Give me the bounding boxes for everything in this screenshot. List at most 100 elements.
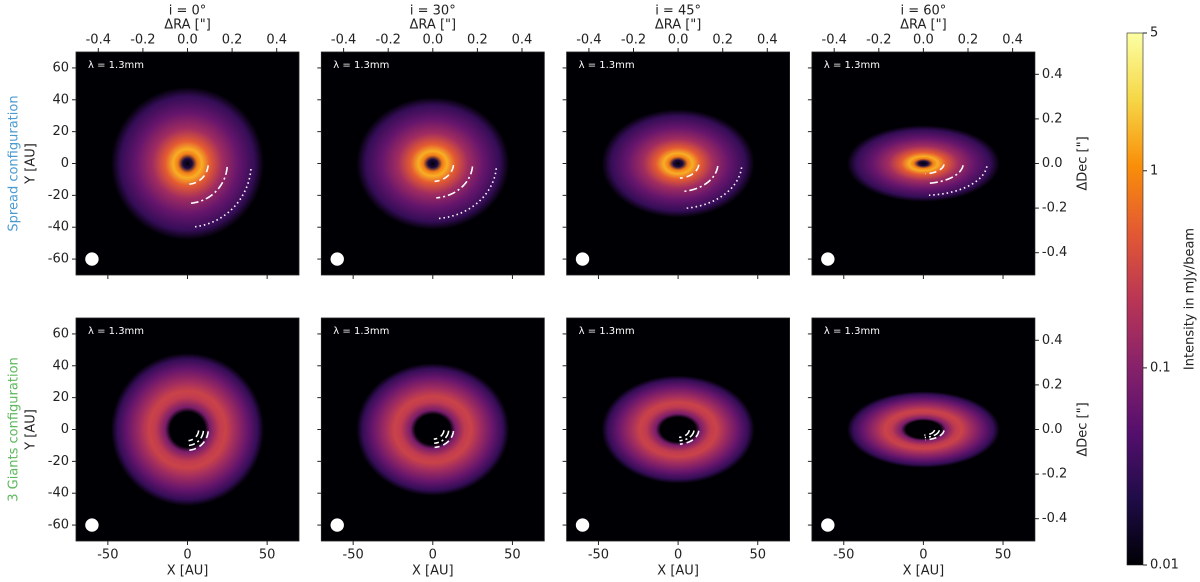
annotation: λ = 1.3mm [88,60,144,71]
x-tick-label: 50 [259,548,276,563]
x2-tick-label: -0.2 [621,33,646,48]
x2-tick-label: -0.4 [331,33,356,48]
colorbar-label: Intensity in mJy/beam [1183,228,1198,370]
panel: λ = 1.3mm -50 0 50 X [AU] [562,317,790,579]
disk [846,125,1000,202]
x2-tick-label: -0.4 [86,33,111,48]
planet-orbit [433,430,445,440]
x2-tick-label: 0.2 [712,33,733,48]
annotation: λ = 1.3mm [333,60,389,71]
annotation: λ = 1.3mm [579,326,635,337]
planet-orbit [681,165,719,193]
panel: λ = 1.3mm -0.4 -0.2 0.0 0.2 0.4 -0.4 -0.2 0.0 0.2… [807,4,1090,279]
x2-tick-label: 0.2 [958,33,979,48]
y-tick-label: -20 [48,188,69,203]
x2-tick-label: 0.4 [757,33,778,48]
x2-tick-label: 0.4 [1002,33,1023,48]
x-tick-label: -50 [833,548,854,563]
x-tick-label: -50 [588,548,609,563]
beam [85,518,99,532]
disk [111,87,264,240]
disk [601,109,755,218]
y-tick-label: 20 [52,124,69,139]
y-axis-label: Y [AU] [24,409,39,451]
annotation: λ = 1.3mm [579,60,635,71]
beam [85,252,99,266]
x-tick-label: -50 [343,548,364,563]
disk [356,97,510,230]
planet-orbit [679,430,695,442]
planet-orbit [434,430,450,445]
disk [111,353,264,506]
annotation: λ = 1.3mm [824,60,880,71]
planet-orbit [924,429,936,436]
disk [601,375,755,484]
panel-content [321,52,545,275]
planet-orbit [434,430,455,449]
panel: λ = 1.3mm -50 0 50 -0.4 -0.2 0.0 0.2 0.4 X [AU] ΔD… [807,317,1090,579]
panel: λ = 1.3mm -0.4 -0.2 0.0 0.2 0.4 i = 45°ΔRA ["] [562,4,790,279]
y2-tick-label: 0.4 [1042,67,1063,82]
planet-orbit [925,430,945,441]
x-tick-label: 0 [919,548,927,563]
x2-tick-label: 0.0 [668,33,689,48]
y2-tick-label: 0.0 [1042,156,1063,171]
panel-content [76,318,299,541]
annotation: λ = 1.3mm [88,326,144,337]
x2-tick-label: -0.4 [576,33,601,48]
x2-tick-label: -0.2 [376,33,401,48]
x-tick-label: 50 [995,548,1012,563]
planet-orbit [438,168,498,220]
panel: λ = 1.3mm -60 -40 -20 0 20 40 60 -0.4 -0.2 0.0 0.2 0… [7,4,300,279]
y2-tick-label: 0.0 [1042,422,1063,437]
y-tick-label: -60 [48,518,69,533]
x2-tick-label: 0.0 [422,33,443,48]
y2-tick-label: -0.4 [1042,245,1067,260]
x2-tick-label: 0.0 [177,33,198,48]
planet-orbit [679,164,700,179]
panel-content [321,318,545,541]
row-label: 3 Giants configuration [7,357,22,502]
panel-title: i = 0° [169,4,207,19]
x-axis-label: X [AU] [903,564,945,579]
panel-title: i = 30° [410,4,456,19]
planet-orbit [188,430,200,442]
x-tick-label: -50 [97,548,118,563]
y-tick-label: 20 [52,390,69,405]
x-tick-label: 0 [674,548,682,563]
x-axis-label: X [AU] [167,564,209,579]
panel: λ = 1.3mm -50 0 50 -60 -40 -20 0 20 40 60 X [AU] Y [… [7,317,300,579]
y2-tick-label: 0.2 [1042,111,1063,126]
y-tick-label: 60 [52,326,69,341]
y2-tick-label: 0.4 [1042,333,1063,348]
x2-tick-label: -0.2 [866,33,891,48]
panel: λ = 1.3mm -50 0 50 X [AU] [317,317,545,579]
colorbar-tick-label: 1 [1150,163,1158,178]
colorbar-tick-label: 0.01 [1150,558,1179,573]
y-tick-label: 40 [52,92,69,107]
x-axis-label: X [AU] [412,564,454,579]
beam [821,518,835,532]
planet-orbit [926,165,964,185]
panel-title: i = 45° [655,4,701,19]
y-tick-label: -40 [48,486,69,501]
colorbar-tick-label: 0.1 [1150,360,1171,375]
disk [356,363,510,496]
y-tick-label: 60 [52,60,69,75]
disk [846,391,1000,468]
x2-tick-label: 0.0 [913,33,934,48]
x2-axis-label: ΔRA ["] [900,18,947,33]
y-axis-label: Y [AU] [24,143,39,185]
y-tick-label: -60 [48,252,69,267]
planet-orbit [188,430,205,447]
planet-orbit [925,164,945,175]
x2-tick-label: -0.2 [130,33,155,48]
panel-content [811,318,1035,541]
x2-tick-label: 0.4 [512,33,533,48]
beam [575,518,590,532]
x2-tick-label: 0.2 [222,33,243,48]
row-label: Spread configuration [7,95,22,231]
colorbar-tick-label: 5 [1150,26,1158,41]
planet-orbit [189,165,209,185]
y-tick-label: -20 [48,454,69,469]
